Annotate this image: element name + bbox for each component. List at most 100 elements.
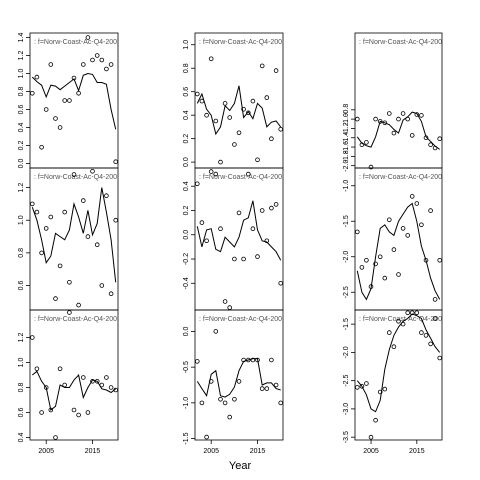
y-tick-label: 0.4: [18, 433, 25, 443]
data-point: [29, 201, 35, 207]
data-point: [39, 145, 44, 150]
data-point: [241, 357, 246, 363]
y-tick-label: -2.0: [343, 346, 350, 358]
data-point: [213, 329, 219, 334]
data-point: [428, 142, 433, 148]
data-point: [382, 120, 388, 126]
y-tick-label: -0.8: [343, 104, 350, 116]
y-tick-label: -1.6: [343, 141, 350, 153]
y-tick-label: -0.2: [183, 253, 190, 265]
data-point: [218, 396, 223, 402]
data-point: [364, 257, 369, 263]
data-point: [377, 254, 383, 260]
data-point: [222, 101, 228, 106]
data-point: [85, 410, 91, 415]
data-point: [419, 222, 424, 228]
data-point: [76, 302, 81, 308]
data-point: [195, 359, 200, 364]
data-point: [250, 357, 256, 363]
data-point: [62, 98, 67, 103]
data-point: [359, 265, 365, 270]
data-point: [432, 297, 438, 302]
data-point: [391, 130, 397, 136]
data-point: [241, 107, 246, 112]
x-tick-label: 2015: [250, 448, 266, 455]
data-point: [208, 56, 214, 62]
y-tick-label: -1.0: [183, 397, 190, 409]
y-tick-label: -1.5: [343, 318, 350, 330]
data-point: [255, 357, 260, 363]
data-point: [85, 35, 91, 40]
data-point: [264, 386, 270, 391]
strip-label: : f=Norw-Coast-Ac-Q4-200: [199, 316, 282, 323]
data-point: [195, 91, 200, 97]
data-point: [99, 382, 105, 388]
data-point: [400, 226, 406, 231]
y-tick-label: 0.8: [18, 87, 25, 97]
data-point: [199, 400, 205, 406]
data-point: [259, 208, 265, 213]
data-point: [204, 112, 209, 118]
y-tick-label: 0.6: [183, 87, 190, 97]
y-tick-label: -2.5: [343, 286, 350, 298]
data-point: [53, 116, 58, 121]
data-point: [43, 107, 49, 112]
y-tick-label: -2.0: [343, 251, 350, 263]
data-point: [409, 133, 415, 138]
strip-label: : f=Norw-Coast-Ac-Q4-200: [199, 39, 282, 46]
data-point: [48, 407, 54, 413]
data-point: [432, 145, 438, 151]
data-point: [199, 98, 205, 104]
strip-label: : f=Norw-Coast-Ac-Q4-200: [34, 316, 117, 323]
data-point: [364, 381, 369, 386]
data-point: [218, 226, 223, 232]
y-tick-label: -0.4: [183, 277, 190, 289]
data-point: [400, 111, 406, 116]
y-tick-label: -2.0: [343, 160, 350, 172]
data-point: [414, 201, 420, 206]
data-point: [368, 164, 374, 170]
data-point: [104, 66, 109, 72]
y-tick-label: -0.5: [183, 361, 190, 373]
data-point: [213, 118, 219, 124]
data-point: [67, 279, 72, 285]
y-tick-label: 0.4: [183, 110, 190, 120]
panel-frame: [354, 309, 443, 441]
data-point: [386, 111, 392, 116]
data-point: [273, 68, 279, 73]
x-tick-label: 2015: [85, 448, 101, 455]
data-point: [34, 366, 40, 372]
y-tick-label: 0.2: [183, 206, 190, 216]
data-point: [81, 62, 86, 67]
data-point: [269, 136, 274, 142]
y-tick-label: 1.0: [18, 69, 25, 79]
data-point: [396, 318, 401, 324]
data-point: [264, 238, 270, 244]
data-point: [43, 385, 49, 390]
data-point: [90, 57, 95, 63]
data-point: [405, 310, 411, 316]
panel-5: : f=Norw-Coast-Ac-Q4-200 -0.4 -0.2 0.0 0.2 0.…: [183, 167, 284, 311]
y-tick-label: -1.5: [343, 215, 350, 227]
data-point: [264, 95, 270, 100]
data-point: [43, 226, 49, 231]
data-point: [232, 256, 237, 262]
panel-1: : f=Norw-Coast-Ac-Q4-200 0.0 0.2 0.4 0.6 0.8 1…: [18, 33, 119, 169]
series-line: [196, 200, 282, 261]
panel-3: : f=Norw-Coast-Ac-Q4-200 -2.0-1.8-1.6-1.4…: [343, 32, 443, 172]
data-point: [396, 272, 401, 277]
data-point: [48, 62, 54, 67]
data-point: [396, 116, 401, 122]
data-point: [204, 238, 209, 244]
strip-label: : f=Norw-Coast-Ac-Q4-200: [34, 174, 117, 181]
y-tick-label: 0.8: [183, 63, 190, 73]
panel-frame: [194, 309, 284, 441]
data-point: [364, 140, 369, 145]
x-tick-label: 2005: [363, 448, 379, 455]
x-tick-label: 2005: [38, 448, 54, 455]
data-point: [241, 256, 246, 262]
data-point: [382, 386, 388, 392]
data-point: [85, 234, 91, 239]
data-point: [423, 135, 429, 141]
data-point: [273, 202, 279, 207]
